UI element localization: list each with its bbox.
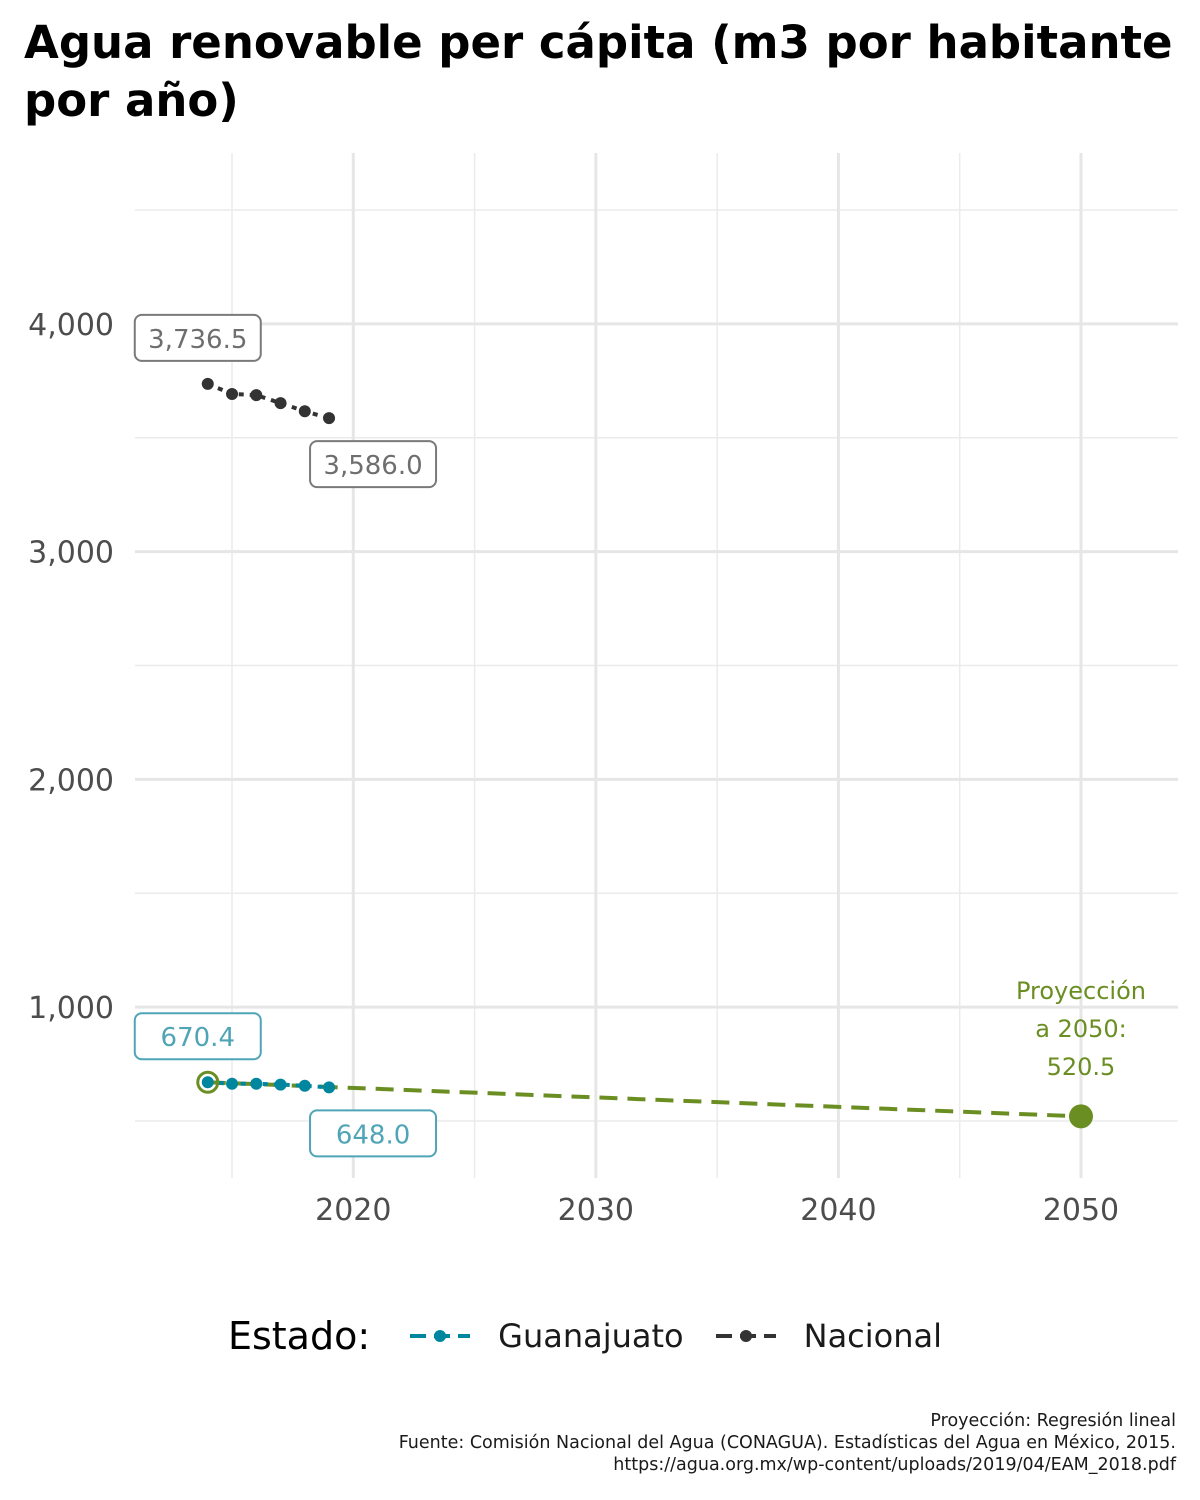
grid bbox=[135, 153, 1178, 1178]
x-tick-label: 2050 bbox=[1043, 1193, 1119, 1228]
data-point bbox=[274, 1078, 287, 1091]
data-point bbox=[226, 1077, 239, 1090]
y-tick-label: 3,000 bbox=[28, 536, 114, 571]
value-label: 3,586.0 bbox=[323, 451, 422, 481]
value-label-box bbox=[133, 1012, 262, 1061]
line-chart: 1,000 2,000 3,000 4,000 2020 2030 2040 2050 67… bbox=[28, 153, 1178, 1228]
value-label-box bbox=[309, 1109, 438, 1158]
data-point bbox=[250, 1077, 263, 1090]
caption-url: https://agua.org.mx/wp-content/uploads/2… bbox=[613, 1455, 1176, 1475]
x-tick-label: 2040 bbox=[800, 1193, 876, 1228]
data-point bbox=[298, 405, 311, 418]
projection-end-point bbox=[1068, 1104, 1093, 1129]
data-point bbox=[274, 397, 287, 410]
legend-item-guanajuato: Guanajuato bbox=[408, 1317, 684, 1355]
x-axis-ticks: 2020 2030 2040 2050 bbox=[315, 1193, 1119, 1228]
data-point bbox=[201, 1076, 214, 1089]
legend-title: Estado: bbox=[227, 1314, 371, 1358]
caption: Proyección: Regresión lineal Fuente: Com… bbox=[399, 1410, 1176, 1476]
value-label: 3,736.5 bbox=[148, 325, 247, 355]
x-tick-label: 2020 bbox=[315, 1193, 391, 1228]
series-layer bbox=[196, 377, 1093, 1129]
legend-key-guanajuato bbox=[410, 1330, 471, 1342]
caption-source: Fuente: Comisión Nacional del Agua (CONA… bbox=[398, 1433, 1176, 1453]
projection-line bbox=[207, 1080, 1082, 1119]
legend-key-nacional bbox=[715, 1330, 776, 1342]
data-point bbox=[323, 1081, 336, 1094]
series-line-nacional bbox=[206, 382, 330, 421]
y-tick-label: 1,000 bbox=[28, 991, 114, 1026]
value-label-box bbox=[309, 440, 438, 489]
data-point bbox=[323, 412, 336, 425]
projection-annotation-line: 520.5 bbox=[1047, 1053, 1116, 1081]
legend-label-guanajuato: Guanajuato bbox=[498, 1317, 684, 1355]
projection-annotation-line: Proyección bbox=[1016, 977, 1146, 1005]
y-tick-label: 2,000 bbox=[28, 763, 114, 798]
data-point bbox=[201, 377, 214, 390]
y-axis-ticks: 1,000 2,000 3,000 4,000 bbox=[28, 308, 114, 1026]
data-point bbox=[298, 1079, 311, 1092]
data-point bbox=[226, 387, 239, 400]
projection-annotation-line: a 2050: bbox=[1035, 1015, 1127, 1043]
y-tick-label: 4,000 bbox=[28, 308, 114, 343]
projection-start-marker bbox=[196, 1070, 220, 1094]
legend-item-nacional: Nacional bbox=[714, 1317, 942, 1355]
caption-projection: Proyección: Regresión lineal bbox=[930, 1411, 1176, 1431]
value-label: 670.4 bbox=[161, 1023, 235, 1053]
value-label: 648.0 bbox=[336, 1120, 410, 1150]
x-tick-label: 2030 bbox=[558, 1193, 634, 1228]
chart-title: Agua renovable per cápita (m3 por habita… bbox=[24, 16, 1173, 127]
annotations-layer: 670.4 648.0 3,736.5 3,586.0 Proyección a 2050… bbox=[133, 313, 1146, 1158]
legend: Estado: Guanajuato Nacional bbox=[0, 1308, 1200, 1364]
data-point bbox=[250, 389, 263, 402]
legend-label-nacional: Nacional bbox=[803, 1317, 943, 1355]
value-label-box bbox=[133, 313, 262, 362]
